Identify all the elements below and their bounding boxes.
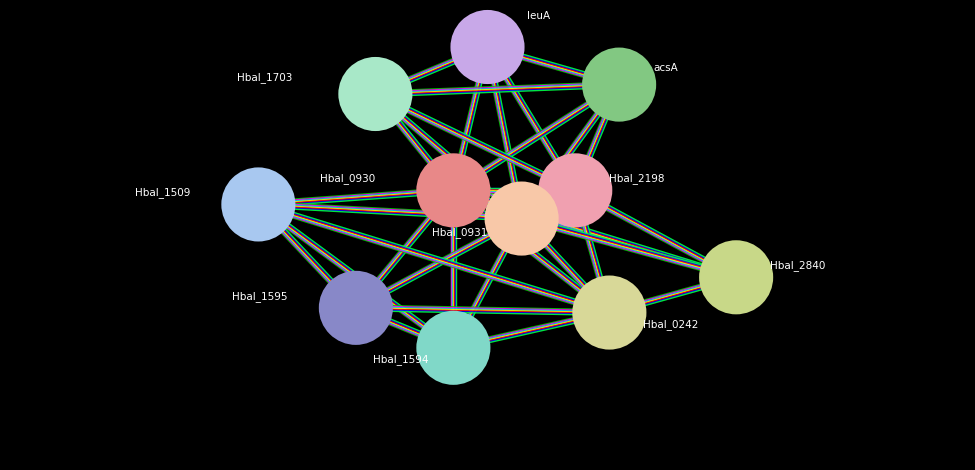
Text: Hbal_2198: Hbal_2198 [609,173,665,184]
Text: Hbal_1594: Hbal_1594 [373,354,429,365]
Text: acsA: acsA [653,63,678,73]
Ellipse shape [416,153,490,227]
Text: leuA: leuA [526,11,550,22]
Ellipse shape [538,153,612,227]
Text: Hbal_2840: Hbal_2840 [770,260,826,271]
Ellipse shape [450,10,525,84]
Ellipse shape [572,275,646,350]
Text: Hbal_1595: Hbal_1595 [232,290,288,302]
Ellipse shape [699,240,773,314]
Text: Hbal_1703: Hbal_1703 [237,72,292,83]
Ellipse shape [319,271,393,345]
Text: Hbal_1509: Hbal_1509 [135,187,190,198]
Text: Hbal_0931: Hbal_0931 [432,227,488,238]
Text: Hbal_0242: Hbal_0242 [644,319,699,330]
Text: Hbal_0930: Hbal_0930 [320,173,375,184]
Ellipse shape [582,47,656,122]
Ellipse shape [338,57,412,131]
Ellipse shape [221,167,295,242]
Ellipse shape [416,311,490,385]
Ellipse shape [485,181,559,256]
